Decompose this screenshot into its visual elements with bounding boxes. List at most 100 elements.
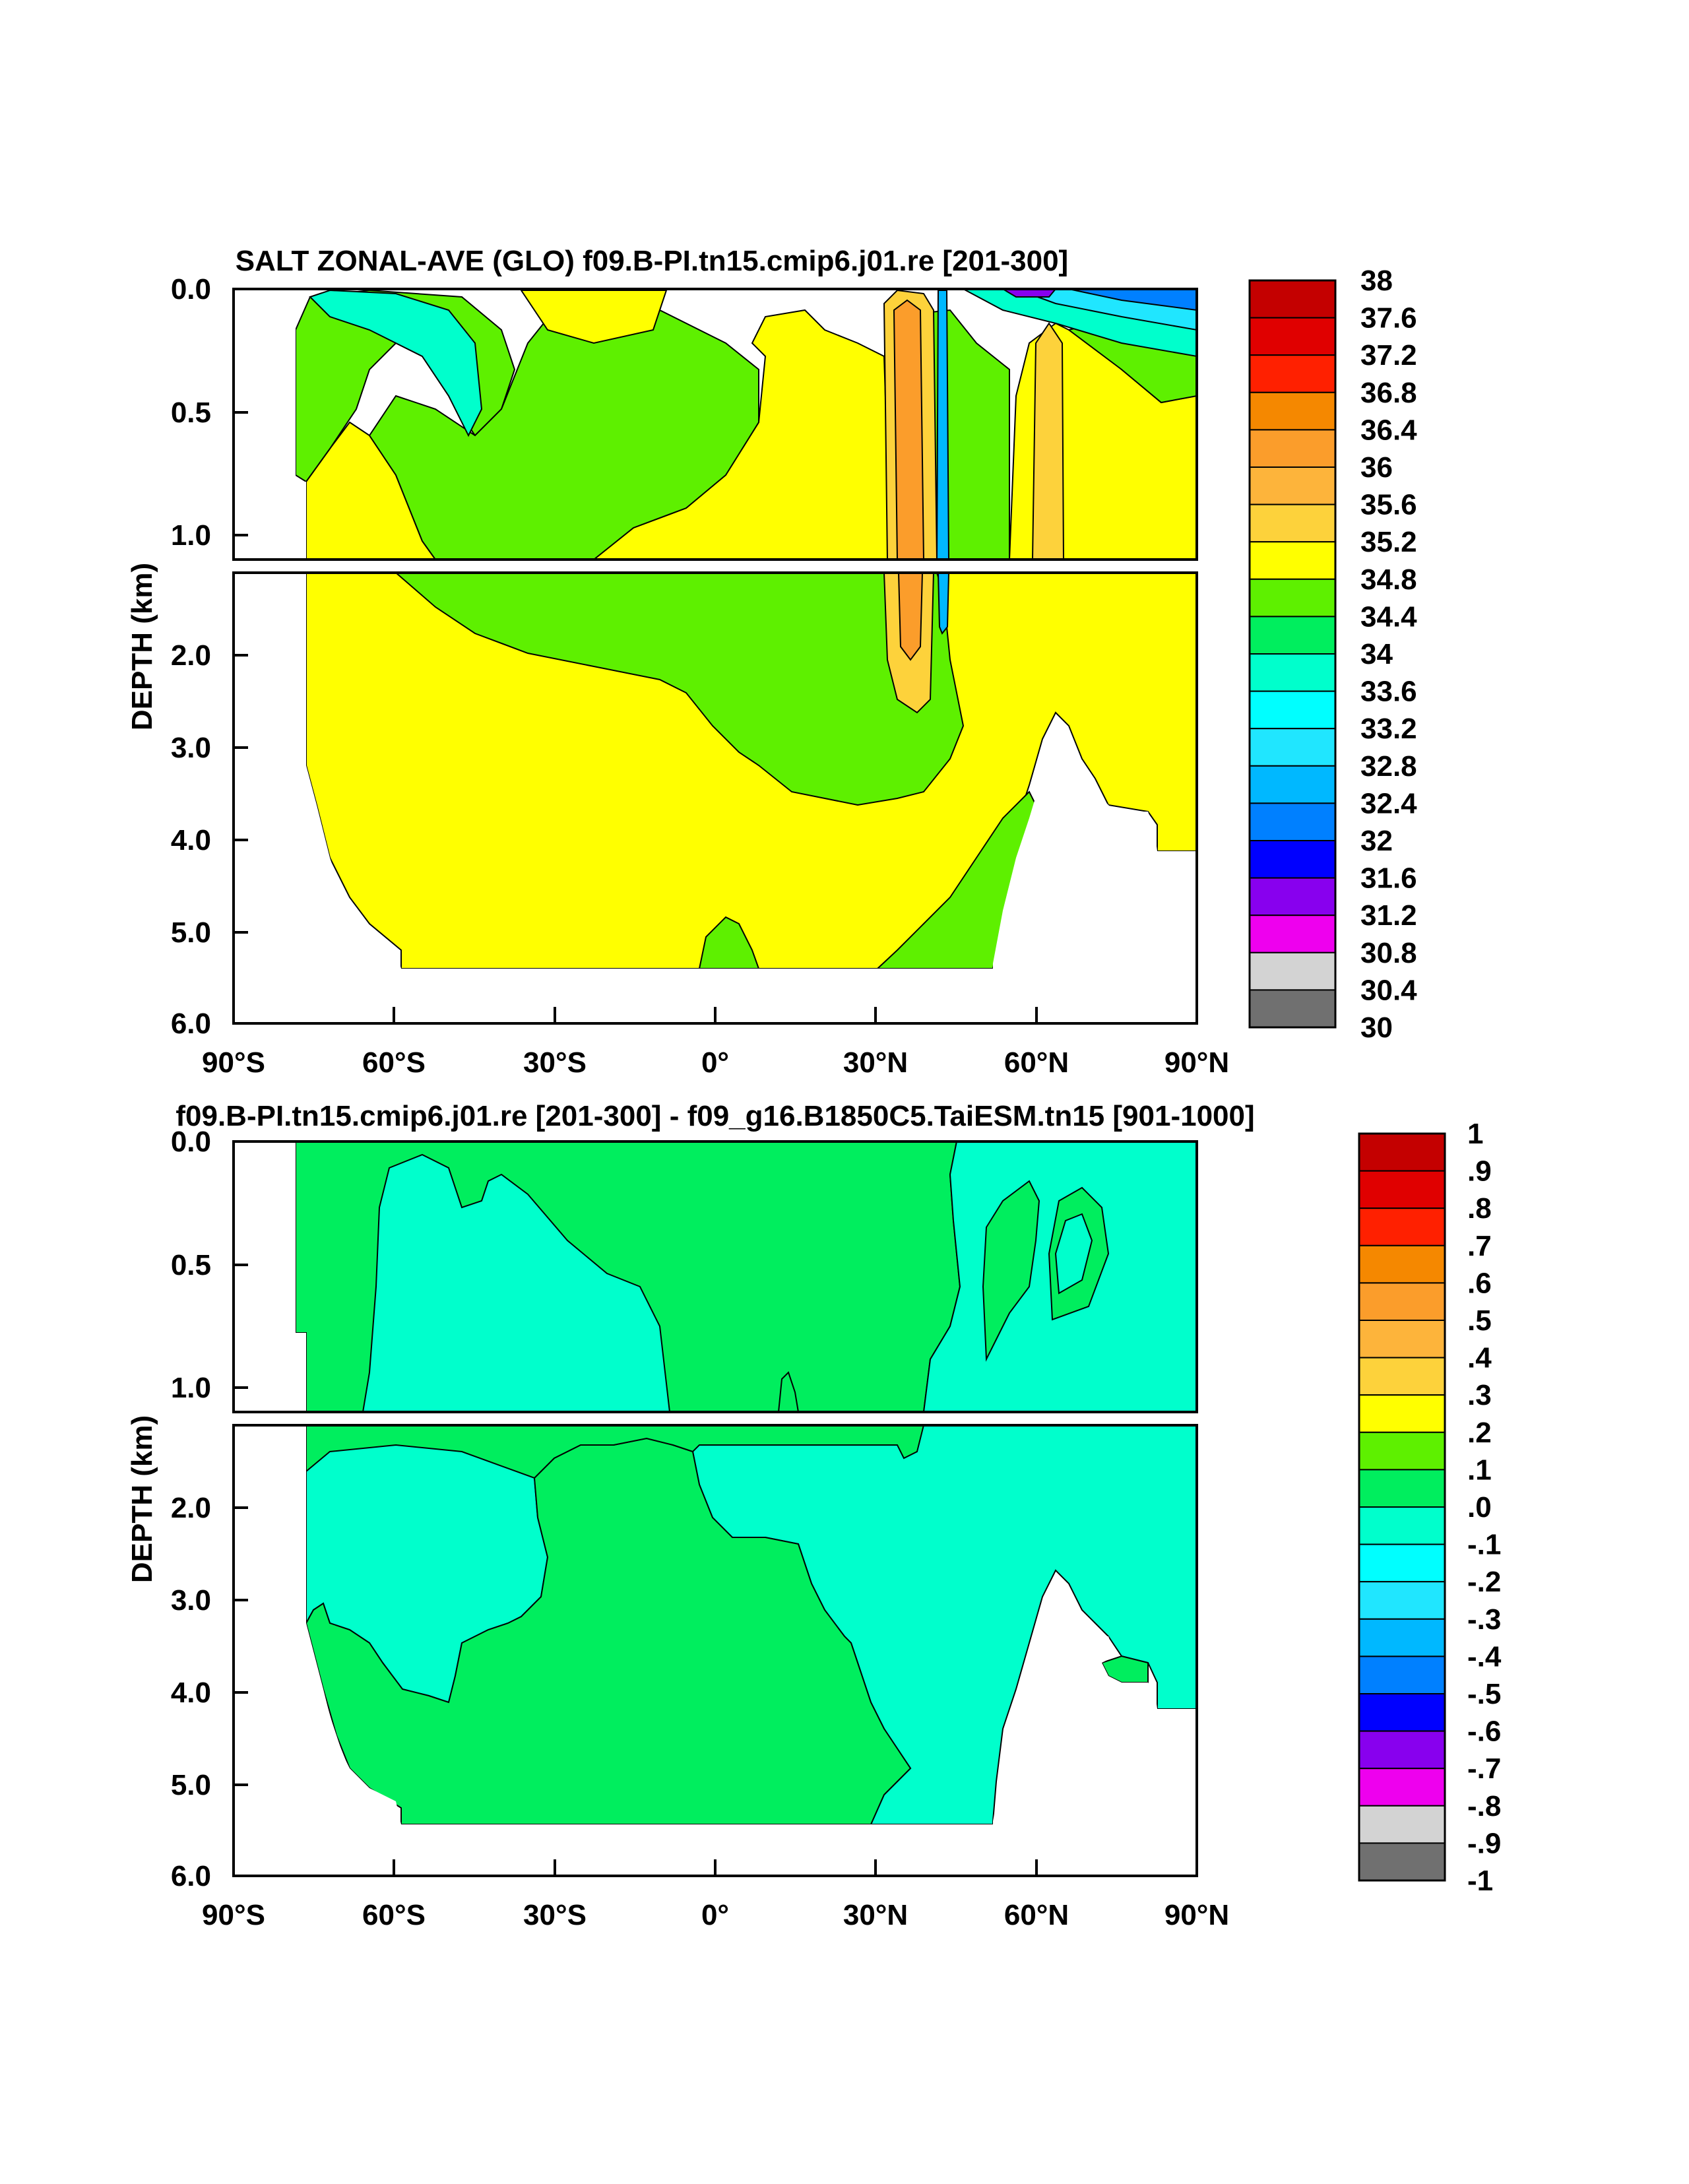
p2-colorbar-label: -.9	[1467, 1827, 1501, 1859]
p2-colorbar-label: -.6	[1467, 1716, 1501, 1748]
p2-colorbar-label: .0	[1467, 1491, 1492, 1524]
p1-colorbar-cell	[1249, 354, 1336, 393]
panel-2-y-axis: 0.0 0.5 1.0 2.0 3.0 4.0 5.0 6.0 DEPTH (k…	[126, 1126, 248, 1892]
p1-colorbar-cell	[1249, 280, 1336, 319]
p1-colorbar-label: 30.8	[1360, 937, 1417, 969]
p2-ytick-7: 6.0	[171, 1860, 211, 1892]
p1-ylabel: DEPTH (km)	[126, 563, 158, 730]
p2-colorbar-label: 1	[1467, 1118, 1483, 1150]
panel-1-upper-plot	[232, 288, 1198, 561]
p1-colorbar-label: 34	[1360, 638, 1393, 670]
p1-ytick-4: 3.0	[171, 732, 211, 764]
p2-xtick-1: 60°S	[362, 1899, 426, 1931]
p1-colorbar-label: 32.8	[1360, 750, 1417, 783]
p2-colorbar-label: -.2	[1467, 1566, 1501, 1598]
p2-colorbar-label: .7	[1467, 1230, 1492, 1262]
p1l-seafloor-left	[234, 573, 401, 1023]
p1-ytick-0: 0.0	[171, 273, 211, 305]
p1-colorbar-cell	[1249, 802, 1336, 842]
p2-colorbar-cell	[1358, 1842, 1446, 1881]
p1-colorbar-cell	[1249, 616, 1336, 655]
p1-xtick-6: 90°N	[1164, 1046, 1229, 1079]
p2-colorbar-cell	[1358, 1357, 1446, 1396]
p2-ytick-0: 0.0	[171, 1126, 211, 1158]
panel-2-colorbar: 1 .9 .8 .7 .6 .5 .4 .3 .2 .1 .0 -.1 -.2 -.3 -.4 -.5 -.6 -…	[1358, 1118, 1502, 1897]
p2-colorbar-label: .9	[1467, 1155, 1492, 1188]
p2-ytick-6: 5.0	[171, 1769, 211, 1801]
p2-colorbar-cell	[1358, 1394, 1446, 1433]
p1-colorbar-label: 34.4	[1360, 600, 1417, 633]
p2-xtick-5: 60°N	[1004, 1899, 1069, 1931]
p1-ytick-2: 1.0	[171, 519, 211, 552]
p1-colorbar-cell	[1249, 690, 1336, 730]
p1u-arctic-purple	[1002, 289, 1057, 298]
p2-colorbar-label: -.7	[1467, 1752, 1501, 1785]
p1-colorbar-cell	[1249, 840, 1336, 879]
p2-colorbar-label: -.4	[1467, 1640, 1502, 1673]
p1-colorbar-label: 32	[1360, 825, 1393, 857]
p1-ytick-6: 5.0	[171, 916, 211, 949]
panel-1-lower-plot	[232, 571, 1198, 1025]
p2-colorbar-cell	[1358, 1244, 1446, 1284]
p2l-green-top	[305, 1425, 925, 1479]
p1-colorbar-cell	[1249, 728, 1336, 767]
p1-colorbar-label: 33.2	[1360, 713, 1417, 745]
p2-colorbar-label: .2	[1467, 1417, 1492, 1449]
p2-xtick-0: 90°S	[202, 1899, 265, 1931]
p1-colorbar-cell	[1249, 653, 1336, 692]
p2-colorbar-cell	[1358, 1282, 1446, 1322]
p1-colorbar-label: 35.6	[1360, 489, 1417, 521]
panel-2-title: f09.B-PI.tn15.cmip6.j01.re [201-300] - f…	[175, 1100, 1254, 1132]
panel-1-x-axis: 90°S 60°S 30°S 0° 30°N 60°N 90°N	[202, 1007, 1229, 1079]
p2-colorbar-cell	[1358, 1730, 1446, 1770]
p2-colorbar-cell	[1358, 1581, 1446, 1620]
p1-colorbar-label: 36.4	[1360, 414, 1417, 446]
p1-colorbar-label: 34.8	[1360, 563, 1417, 596]
p2-xtick-6: 90°N	[1164, 1899, 1229, 1931]
p1-ytick-1: 0.5	[171, 397, 211, 429]
p2-colorbar-cell	[1358, 1469, 1446, 1508]
p1-colorbar-label: 32.4	[1360, 787, 1417, 819]
p1u-arctic-dark	[1068, 289, 1197, 311]
p1-xtick-3: 0°	[701, 1046, 729, 1079]
p1-colorbar-cell	[1249, 503, 1336, 543]
p2-colorbar-cell	[1358, 1618, 1446, 1657]
p1-colorbar-cell	[1249, 989, 1336, 1029]
p2-colorbar-label: .1	[1467, 1454, 1492, 1486]
p2-colorbar-label: .3	[1467, 1379, 1492, 1411]
p2-colorbar-cell	[1358, 1693, 1446, 1732]
panel-1-title: SALT ZONAL-AVE (GLO) f09.B-PI.tn15.cmip6…	[236, 245, 1068, 277]
p2-ytick-4: 3.0	[171, 1584, 211, 1617]
panel-2-lower-plot	[232, 1424, 1198, 1877]
p2u-land-left-lower	[296, 1333, 306, 1412]
p1-colorbar-label: 31.6	[1360, 862, 1417, 895]
p1-xtick-4: 30°N	[843, 1046, 908, 1079]
panel-2-upper-plot	[232, 1140, 1198, 1413]
p1-xtick-2: 30°S	[523, 1046, 587, 1079]
p1-colorbar-cell	[1249, 391, 1336, 431]
p2-colorbar-cell	[1358, 1133, 1446, 1172]
p2-xtick-4: 30°N	[843, 1899, 908, 1931]
p1-colorbar-cell	[1249, 877, 1336, 916]
p2-xtick-2: 30°S	[523, 1899, 587, 1931]
p1u-orange-column-b	[893, 299, 925, 560]
p1u-orange-column-c	[1031, 322, 1065, 560]
p2u-green-blob-a	[982, 1180, 1040, 1362]
p1-colorbar-label: 35.2	[1360, 526, 1417, 558]
p2-colorbar-cell	[1358, 1805, 1446, 1844]
p1u-land-left-lower	[296, 482, 306, 560]
p2l-seafloor-bottom	[396, 1824, 993, 1876]
p1-colorbar-cell	[1249, 317, 1336, 356]
p2-ylabel: DEPTH (km)	[126, 1415, 158, 1583]
p2-colorbar-label: -.5	[1467, 1678, 1501, 1710]
p1-xtick-5: 60°N	[1004, 1046, 1069, 1079]
p1-colorbar-label: 33.6	[1360, 676, 1417, 708]
p2-colorbar-cell	[1358, 1170, 1446, 1209]
p2-colorbar-label: -1	[1467, 1865, 1493, 1897]
p1-xtick-0: 90°S	[202, 1046, 265, 1079]
p1-colorbar-cell	[1249, 578, 1336, 618]
panel-1-y-axis: 0.0 0.5 1.0 2.0 3.0 4.0 5.0 6.0 DEPTH (k…	[126, 273, 248, 1040]
panel-1-colorbar: 38 37.6 37.2 36.8 36.4 36 35.6 35.2 34.8 34.4 34 33…	[1248, 265, 1417, 1044]
p2-xtick-3: 0°	[701, 1899, 729, 1931]
